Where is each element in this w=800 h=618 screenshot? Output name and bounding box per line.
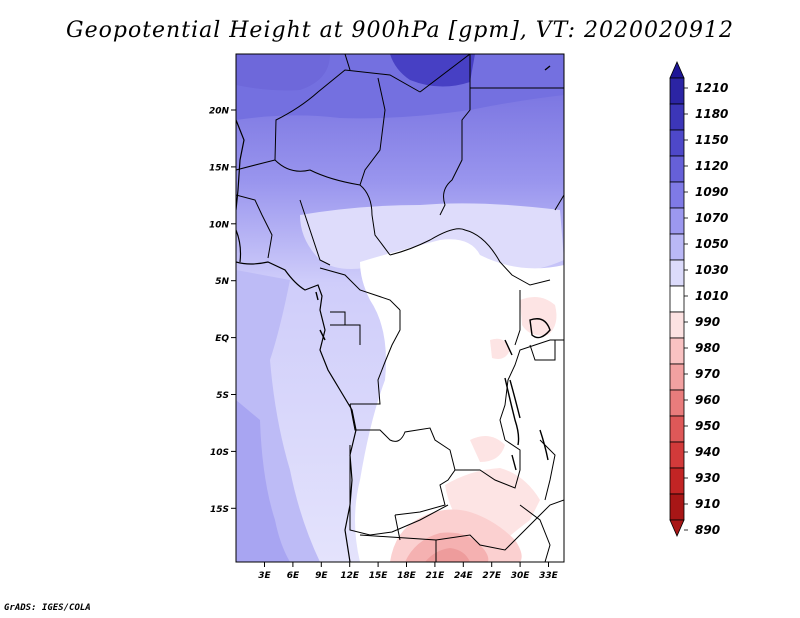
lat-tick-label: 5N xyxy=(215,277,229,287)
country-boundaries xyxy=(236,54,564,562)
lon-tick-label: 21E xyxy=(426,571,446,581)
latitude-axis: 20N 15N 10N 5N EQ 5S 10S 15S xyxy=(209,107,236,515)
grads-credit: GrADS: IGES/COLA xyxy=(4,603,91,613)
coastline xyxy=(236,119,357,562)
lon-tick-label: 18E xyxy=(397,571,417,581)
lon-tick-label: 3E xyxy=(258,571,271,581)
map-frame xyxy=(235,53,565,563)
colorbar-swatch xyxy=(669,363,685,391)
colorbar-level-label: 960 xyxy=(695,393,720,407)
lat-tick-label: 10S xyxy=(210,448,229,458)
colorbar-arrow-top xyxy=(669,61,685,79)
lon-tick-label: 12E xyxy=(340,571,360,581)
lon-tick-label: 27E xyxy=(482,571,502,581)
lakes xyxy=(315,65,551,471)
lat-tick-label: 15N xyxy=(209,163,230,173)
colorbar-level-label: 980 xyxy=(695,341,720,355)
colorbar-swatch xyxy=(669,129,685,157)
colorbar-swatch xyxy=(669,311,685,339)
colorbar-swatch xyxy=(669,285,685,313)
colorbar-swatch xyxy=(669,233,685,261)
lat-tick-label: 10N xyxy=(209,220,230,230)
lon-tick-label: 15E xyxy=(369,571,389,581)
colorbar-level-label: 990 xyxy=(695,315,720,329)
colorbar-swatch xyxy=(669,103,685,131)
colorbar-level-label: 1090 xyxy=(695,185,728,199)
colorbar-swatch xyxy=(669,493,685,521)
colorbar-level-label: 950 xyxy=(695,419,720,433)
lat-tick-label: 5S xyxy=(216,391,229,401)
colorbar-level-label: 910 xyxy=(695,497,720,511)
lat-tick-label: EQ xyxy=(215,334,229,344)
colorbar-swatch xyxy=(669,77,685,105)
colorbar-swatch xyxy=(669,441,685,469)
colorbar-level-label: 1210 xyxy=(695,81,728,95)
colorbar-swatch xyxy=(669,467,685,495)
lon-tick-label: 24E xyxy=(454,571,474,581)
colorbar-level-label: 1070 xyxy=(695,211,728,225)
colorbar-level-label: 930 xyxy=(695,471,720,485)
lat-tick-label: 20N xyxy=(209,107,230,117)
colorbar-level-label: 890 xyxy=(695,523,720,537)
colorbar-swatch xyxy=(669,181,685,209)
colorbar-level-label: 1180 xyxy=(695,107,728,121)
colorbar-level-label: 1010 xyxy=(695,289,728,303)
colorbar-swatch xyxy=(669,337,685,365)
colorbar-swatch xyxy=(669,259,685,287)
colorbar-swatch xyxy=(669,155,685,183)
lon-tick-label: 33E xyxy=(539,571,559,581)
lat-tick-label: 15S xyxy=(210,505,229,515)
lon-tick-label: 30E xyxy=(511,571,531,581)
colorbar: 1210 1180 1150 1120 1090 1070 1050 1030 1010 990 9… xyxy=(669,61,728,537)
colorbar-level-label: 970 xyxy=(695,367,720,381)
colorbar-level-label: 1050 xyxy=(695,237,728,251)
colorbar-swatch xyxy=(669,415,685,443)
colorbar-level-label: 1150 xyxy=(695,133,728,147)
colorbar-level-label: 1120 xyxy=(695,159,728,173)
colorbar-level-label: 1030 xyxy=(695,263,728,277)
lon-tick-label: 6E xyxy=(287,571,300,581)
lon-tick-label: 9E xyxy=(315,571,328,581)
height-field xyxy=(236,54,564,562)
colorbar-swatch xyxy=(669,207,685,235)
colorbar-arrow-bottom xyxy=(669,519,685,537)
map-title: Geopotential Height at 900hPa [gpm], VT:… xyxy=(66,18,734,43)
longitude-axis: 3E 6E 9E 12E 15E 18E 21E 24E 27E 30E 33E xyxy=(258,562,559,581)
colorbar-swatch xyxy=(669,389,685,417)
colorbar-level-label: 940 xyxy=(695,445,720,459)
